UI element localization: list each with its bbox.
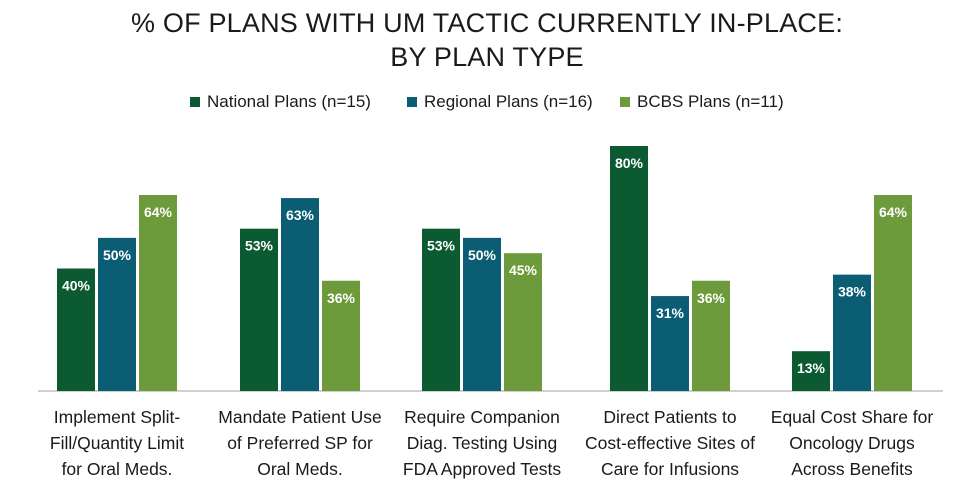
- category-label-2-line-3: Oral Meds.: [257, 459, 343, 479]
- data-label-national-2: 53%: [245, 238, 274, 254]
- data-label-bcbs-1: 64%: [144, 204, 173, 220]
- legend: National Plans (n=15) Regional Plans (n=…: [0, 92, 974, 114]
- category-label-5-line-2: Oncology Drugs: [789, 433, 915, 453]
- data-label-national-4: 80%: [615, 155, 644, 171]
- bar-regional-4: [651, 296, 689, 391]
- data-label-national-3: 53%: [427, 238, 456, 254]
- legend-label-national: National Plans (n=15): [207, 92, 371, 111]
- category-label-4-line-1: Direct Patients to: [603, 407, 737, 427]
- category-label-2-line-2: of Preferred SP for: [227, 433, 373, 453]
- data-label-regional-3: 50%: [468, 247, 497, 263]
- category-label-5-line-3: Across Benefits: [791, 459, 913, 479]
- data-label-bcbs-5: 64%: [879, 204, 908, 220]
- bar-national-3: [422, 228, 460, 391]
- bar-bcbs-3: [504, 253, 542, 391]
- legend-swatch-bcbs: [620, 97, 630, 107]
- legend-swatch-national: [190, 97, 200, 107]
- data-label-regional-1: 50%: [103, 247, 132, 263]
- bar-regional-1: [98, 237, 136, 391]
- category-label-3-line-3: FDA Approved Tests: [402, 459, 562, 479]
- bar-bcbs-5: [874, 195, 912, 391]
- bar-national-4: [610, 146, 648, 391]
- bar-national-2: [240, 228, 278, 391]
- bar-regional-2: [281, 198, 319, 391]
- data-label-national-5: 13%: [797, 360, 826, 376]
- legend-item-regional: Regional Plans (n=16): [407, 92, 593, 112]
- category-label-3: Require Companion Diag. Testing Using FDA …: [392, 404, 572, 482]
- bar-national-1: [57, 268, 95, 391]
- bar-bcbs-1: [139, 195, 177, 391]
- category-label-3-line-1: Require Companion: [404, 407, 560, 427]
- bar-regional-5: [833, 274, 871, 391]
- data-label-bcbs-3: 45%: [509, 262, 538, 278]
- legend-label-bcbs: BCBS Plans (n=11): [637, 92, 784, 111]
- legend-swatch-regional: [407, 97, 417, 107]
- category-label-1-line-3: for Oral Meds.: [61, 459, 173, 479]
- data-label-regional-2: 63%: [286, 207, 315, 223]
- bar-regional-3: [463, 237, 501, 391]
- category-label-2: Mandate Patient Use of Preferred SP for Or…: [210, 404, 390, 482]
- category-label-5-line-1: Equal Cost Share for: [770, 407, 934, 427]
- category-label-3-line-2: Diag. Testing Using: [406, 433, 558, 453]
- category-label-5: Equal Cost Share for Oncology Drugs Across…: [762, 404, 942, 482]
- category-label-1-line-2: Fill/Quantity Limit: [49, 433, 185, 453]
- chart-title-line-1: % OF PLANS WITH UM TACTIC CURRENTLY IN-P…: [130, 8, 844, 38]
- category-label-4: Direct Patients to Cost-effective Sites o…: [580, 404, 760, 482]
- category-label-4-line-3: Care for Infusions: [600, 459, 740, 479]
- bar-national-5: [792, 351, 830, 391]
- legend-label-regional: Regional Plans (n=16): [424, 92, 593, 111]
- category-label-1-line-1: Implement Split-: [53, 407, 181, 427]
- bar-bcbs-2: [322, 280, 360, 391]
- category-label-2-line-1: Mandate Patient Use: [218, 407, 382, 427]
- data-label-national-1: 40%: [62, 278, 91, 294]
- legend-item-bcbs: BCBS Plans (n=11): [620, 92, 784, 112]
- category-label-1: Implement Split- Fill/Quantity Limit for O…: [27, 404, 207, 482]
- legend-item-national: National Plans (n=15): [190, 92, 371, 112]
- data-label-bcbs-4: 36%: [697, 290, 726, 306]
- data-label-regional-4: 31%: [656, 305, 685, 321]
- category-label-4-line-2: Cost-effective Sites of: [585, 433, 755, 453]
- data-label-regional-5: 38%: [838, 284, 867, 300]
- bar-bcbs-4: [692, 280, 730, 391]
- data-label-bcbs-2: 36%: [327, 290, 356, 306]
- chart-title-line-2: BY PLAN TYPE: [390, 42, 584, 72]
